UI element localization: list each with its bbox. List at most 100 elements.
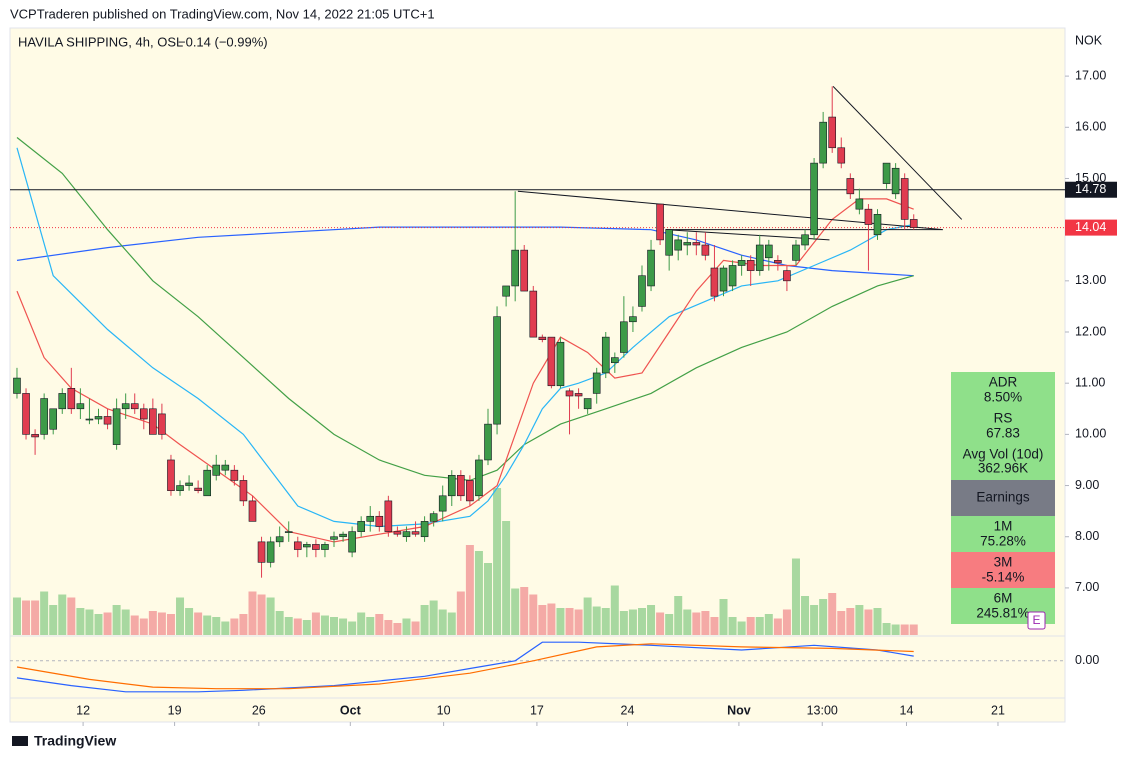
x-tick-label: 26 — [252, 703, 266, 717]
candle-body — [393, 531, 402, 535]
volume-bar — [456, 591, 465, 635]
volume-bar — [819, 599, 828, 635]
candle-body — [275, 536, 284, 543]
stat-label: ADR — [989, 375, 1018, 390]
y-tick-label: 0.00 — [1075, 653, 1099, 667]
candle-body — [683, 242, 692, 246]
candle-body — [212, 464, 221, 476]
volume-bar — [891, 624, 900, 635]
candle-body — [31, 434, 39, 438]
x-tick-label: Nov — [727, 703, 751, 717]
indicator-line — [16, 147, 914, 528]
candle-body — [330, 536, 338, 540]
volume-bar — [737, 621, 746, 635]
stat-value: 8.50% — [984, 390, 1022, 405]
candle-body — [239, 480, 248, 502]
candle-body — [774, 260, 782, 264]
candle-body — [737, 260, 746, 266]
volume-bar — [474, 551, 483, 635]
volume-bar — [112, 605, 121, 635]
volume-bar — [846, 608, 855, 635]
candle-body — [348, 531, 356, 553]
earnings-badge[interactable] — [1027, 611, 1046, 630]
volume-bar — [610, 585, 619, 635]
badge-text: E — [1032, 613, 1040, 627]
volume-bar — [375, 614, 384, 635]
volume-bar — [710, 617, 719, 635]
volume-bar — [628, 609, 637, 635]
x-tick-label: 13:00 — [807, 703, 838, 717]
candle-body — [620, 321, 628, 353]
indicator-line — [16, 198, 914, 543]
price-label: 14.78 — [1075, 182, 1106, 196]
candle-body — [139, 408, 148, 420]
y-tick-label: 17.00 — [1075, 68, 1106, 82]
volume-bar — [465, 545, 474, 635]
candle-body — [882, 162, 891, 184]
candle-body — [185, 482, 193, 486]
candle-body — [629, 316, 637, 323]
volume-bar — [637, 608, 646, 635]
x-tick-label: 17 — [530, 703, 544, 717]
candle-body — [601, 336, 610, 374]
logo-icon — [12, 736, 28, 746]
candle-body — [149, 408, 157, 435]
stat-value: 245.81% — [976, 606, 1029, 621]
volume-bar — [176, 597, 185, 635]
volume-bar — [67, 597, 76, 635]
candle-body — [493, 316, 501, 425]
candle-body — [638, 275, 646, 307]
volume-bar — [520, 587, 529, 635]
volume-bar — [311, 612, 320, 635]
candle-body — [846, 178, 855, 195]
candle-body — [22, 393, 30, 435]
candle-body — [746, 260, 755, 271]
volume-bar — [665, 614, 674, 635]
candle-body — [130, 403, 139, 410]
volume-bar — [656, 612, 665, 635]
volume-bar — [810, 605, 819, 635]
x-tick-label: 12 — [76, 703, 90, 717]
volume-bar — [574, 609, 583, 635]
candle-body — [94, 416, 103, 420]
x-tick-label: 24 — [621, 703, 635, 717]
candle-body — [502, 285, 510, 297]
candle-body — [40, 398, 48, 435]
volume-bar — [502, 521, 511, 635]
candle-body — [864, 208, 873, 225]
volume-bar — [447, 612, 456, 635]
volume-bar — [719, 599, 728, 635]
candle-body — [656, 203, 664, 241]
volume-bar — [348, 621, 357, 635]
volume-bar — [148, 611, 157, 635]
candle-body — [755, 244, 764, 271]
volume-bar — [692, 612, 701, 635]
candle-body — [76, 403, 85, 410]
candle-body — [783, 270, 791, 282]
volume-bar — [194, 612, 203, 635]
currency: NOK — [1075, 33, 1103, 47]
volume-bar — [647, 605, 656, 635]
x-tick-label: 14 — [900, 703, 914, 717]
candle-body — [810, 162, 818, 236]
candle-body — [665, 229, 673, 256]
volume-bar — [773, 618, 782, 635]
y-tick-label: 9.00 — [1075, 478, 1099, 492]
volume-bar — [438, 609, 447, 635]
volume-bar — [674, 596, 683, 635]
change: −0.14 (−0.99%) — [178, 34, 268, 49]
symbol: HAVILA SHIPPING, 4h, OSL — [18, 34, 183, 49]
volume-bar — [58, 594, 67, 635]
volume-bar — [565, 608, 574, 635]
volume-bar — [275, 611, 284, 635]
candle-body — [511, 249, 519, 287]
x-tick-label: 19 — [168, 703, 182, 717]
volume-bar — [293, 618, 302, 635]
candle-body — [556, 341, 565, 387]
volume-bar — [384, 620, 393, 635]
candle-body — [158, 413, 166, 435]
price-label: 14.04 — [1075, 220, 1106, 234]
volume-bar — [900, 624, 909, 635]
volume-bar — [85, 609, 94, 635]
